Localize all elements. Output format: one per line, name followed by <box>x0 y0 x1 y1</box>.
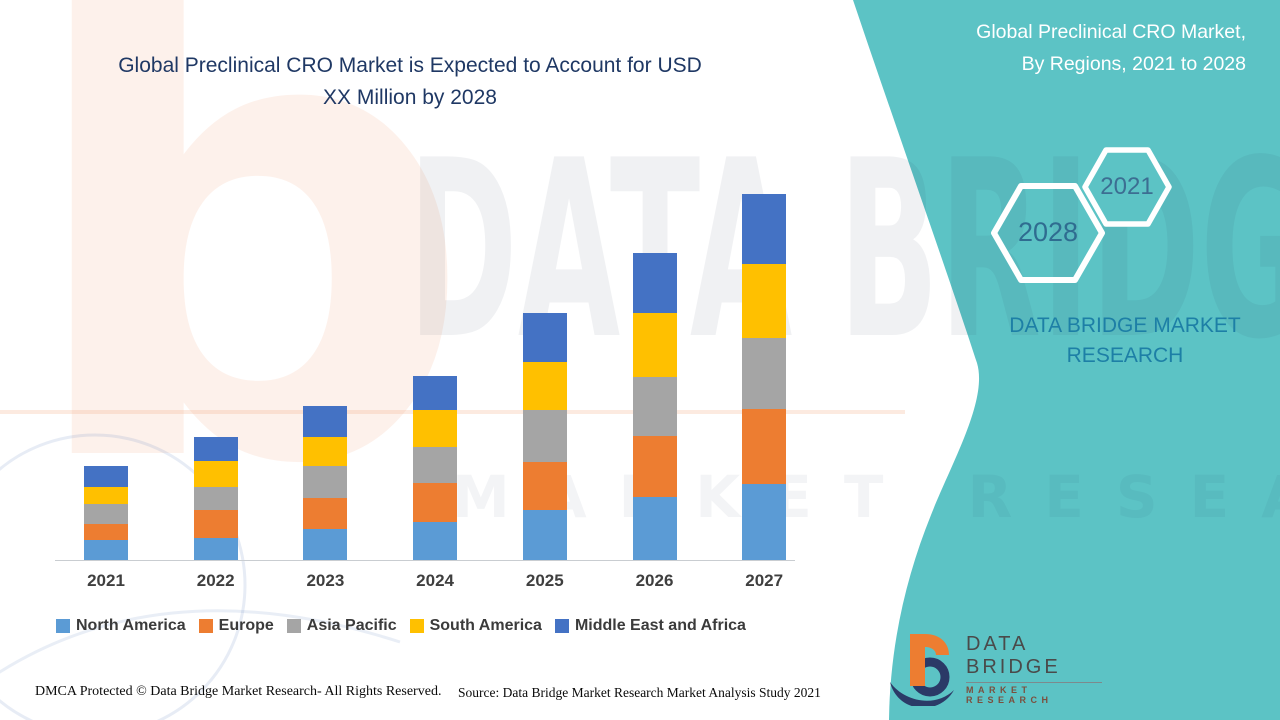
bar-segment-south-america <box>522 362 567 410</box>
legend-item-south-america: South America <box>409 617 542 635</box>
legend-swatch <box>198 619 213 633</box>
hexagon-2021 <box>1082 147 1172 227</box>
bar-segment-middle-east-and-africa <box>522 313 567 362</box>
bar-segment-south-america <box>84 487 128 504</box>
bar-segment-north-america <box>303 529 348 560</box>
bar-segment-north-america <box>84 540 128 560</box>
x-axis-label-2027: 2027 <box>745 571 784 590</box>
bar-segment-south-america <box>193 461 238 487</box>
bar-segment-north-america <box>413 522 458 560</box>
logo-name: DATA BRIDGE <box>966 633 1061 678</box>
legend-swatch <box>409 619 424 633</box>
hexagon-2028 <box>991 183 1105 283</box>
bar-segment-asia-pacific <box>522 410 567 462</box>
x-axis-label-2025: 2025 <box>525 571 564 590</box>
bar-segment-middle-east-and-africa <box>193 437 238 461</box>
bar-segment-asia-pacific <box>193 487 238 510</box>
legend-item-middle-east-and-africa: Middle East and Africa <box>554 617 746 635</box>
legend-label: Asia Pacific <box>306 617 397 634</box>
brand-text-line1: DATA BRIDGE MARKET <box>1009 314 1241 337</box>
bar-segment-south-america <box>413 410 458 447</box>
bar-segment-asia-pacific <box>84 504 128 524</box>
x-axis-label-2021: 2021 <box>87 571 125 590</box>
legend-label: North America <box>76 617 186 634</box>
bar-segment-asia-pacific <box>632 377 677 436</box>
panel-title-line2: By Regions, 2021 to 2028 <box>1021 53 1246 76</box>
legend-item-asia-pacific: Asia Pacific <box>286 617 397 635</box>
bar-2026 <box>632 253 677 560</box>
logo-divider <box>966 682 1102 683</box>
bar-segment-middle-east-and-africa <box>632 253 677 313</box>
footer-dmca: DMCA Protected © Data Bridge Market Rese… <box>35 684 442 699</box>
legend-swatch <box>286 619 301 633</box>
chart-title-line1: Global Preclinical CRO Market is Expecte… <box>118 54 702 77</box>
legend-label: South America <box>429 617 542 634</box>
bar-segment-north-america <box>742 484 787 560</box>
x-axis-label-2026: 2026 <box>635 571 674 590</box>
x-axis-label-2022: 2022 <box>196 571 235 590</box>
panel-title-line1: Global Preclinical CRO Market, <box>976 21 1246 43</box>
chart-title-line2: XX Million by 2028 <box>323 85 497 109</box>
legend-swatch <box>56 619 70 633</box>
bar-segment-europe <box>632 436 677 497</box>
bar-2022 <box>193 437 238 560</box>
bar-2027 <box>742 194 787 560</box>
legend-label: Europe <box>218 617 274 634</box>
legend-item-north-america: North America <box>56 617 186 635</box>
bar-segment-south-america <box>742 264 787 338</box>
bar-2024 <box>413 376 458 560</box>
bar-2023 <box>303 406 348 560</box>
hexagon-year-2028: 2028 <box>1017 217 1079 247</box>
logo-subtitle: MARKET RESEARCH <box>966 685 1053 705</box>
brand-text-line2: RESEARCH <box>1066 344 1184 368</box>
bar-segment-europe <box>303 498 348 529</box>
chart-title: Global Preclinical CRO Market is Expecte… <box>60 50 760 114</box>
bar-segment-middle-east-and-africa <box>303 406 348 437</box>
bar-segment-south-america <box>632 313 677 377</box>
panel-title: Global Preclinical CRO Market, By Region… <box>846 16 1246 80</box>
bar-segment-north-america <box>522 510 567 560</box>
bar-segment-europe <box>413 483 458 522</box>
bar-segment-asia-pacific <box>413 447 458 483</box>
databridge-logo-text: DATA BRIDGE MARKET RESEARCH <box>966 633 1118 705</box>
bar-segment-middle-east-and-africa <box>413 376 458 410</box>
bar-segment-north-america <box>632 497 677 560</box>
footer-source: Source: Data Bridge Market Research Mark… <box>458 685 821 700</box>
bar-segment-asia-pacific <box>303 466 348 498</box>
brand-text: DATA BRIDGE MARKET RESEARCH <box>1000 311 1250 372</box>
x-axis-label-2024: 2024 <box>416 571 454 590</box>
bar-segment-europe <box>742 409 787 484</box>
x-axis-label-2023: 2023 <box>306 571 345 590</box>
bar-segment-north-america <box>193 538 238 560</box>
bar-2025 <box>522 313 567 560</box>
legend-swatch <box>554 619 569 633</box>
bar-segment-asia-pacific <box>742 338 787 409</box>
databridge-logo: DATA BRIDGE MARKET RESEARCH <box>888 630 1118 708</box>
bar-segment-europe <box>522 462 567 510</box>
bar-segment-middle-east-and-africa <box>742 194 787 264</box>
x-axis-labels: 2021 2022 2023 2024 2025 2026 2027 <box>55 571 795 595</box>
bar-segment-middle-east-and-africa <box>84 466 128 487</box>
legend-item-europe: Europe <box>198 617 274 635</box>
databridge-logo-icon <box>890 634 954 706</box>
bar-segment-europe <box>84 524 128 540</box>
plot-area <box>55 185 795 561</box>
bar-2021 <box>84 466 128 560</box>
chart-legend: North America Europe Asia Pacific South Ame… <box>56 617 846 635</box>
legend-label: Middle East and Africa <box>574 617 746 634</box>
hexagon-year-2021: 2021 <box>1100 173 1154 200</box>
bar-segment-south-america <box>303 437 348 466</box>
bar-segment-europe <box>193 510 238 538</box>
